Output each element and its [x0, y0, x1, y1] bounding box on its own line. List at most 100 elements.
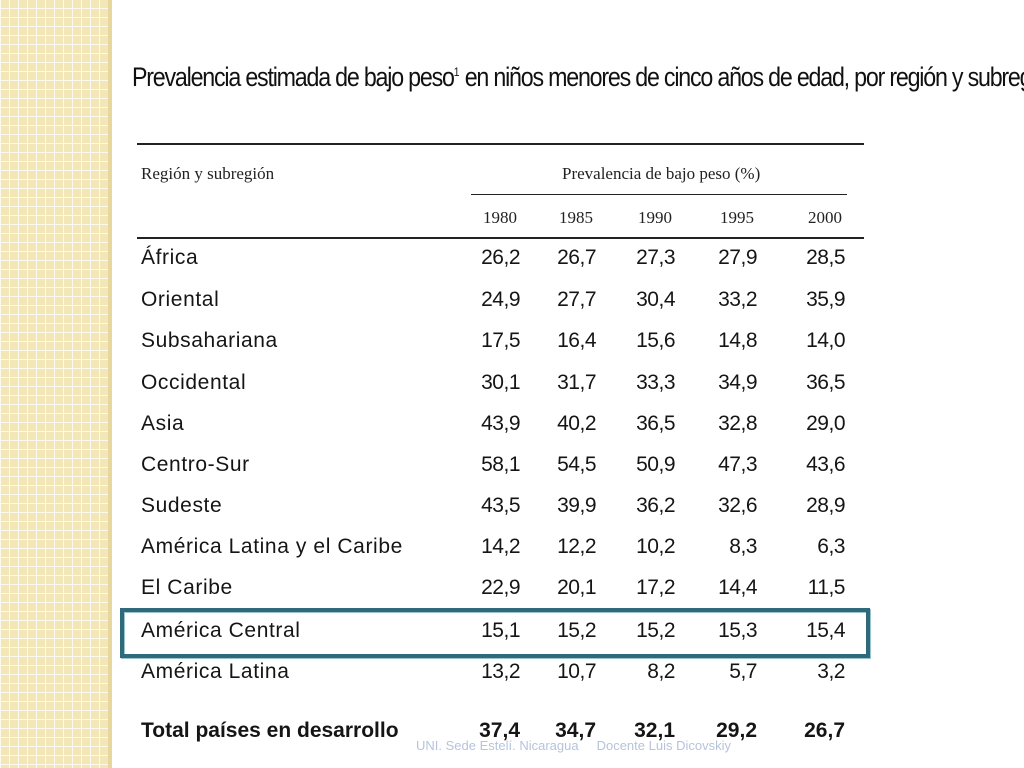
value-cell: 50,9: [636, 453, 675, 476]
value-cell: 47,3: [718, 453, 757, 476]
header-sub-rule: [471, 194, 847, 195]
title-rest: en niños menores de cinco años de edad, …: [459, 62, 1024, 92]
value-cell: 15,2: [636, 619, 675, 642]
table-row: Subsahariana 17,5 16,4 15,6 14,8 14,0: [0, 329, 1024, 367]
region-label: Subsahariana: [141, 329, 278, 352]
value-cell: 12,2: [557, 535, 596, 558]
value-cell: 8,3: [729, 535, 757, 558]
decorative-side-strip: [0, 0, 112, 768]
value-cell: 33,3: [636, 371, 675, 394]
table-row: Asia 43,9 40,2 36,5 32,8 29,0: [0, 412, 1024, 450]
value-cell: 37,4: [479, 719, 520, 742]
value-cell: 16,4: [557, 329, 596, 352]
year-header: 1985: [559, 208, 593, 227]
value-cell: 35,9: [806, 288, 845, 311]
footer: UNI. Sede Estelí. Nicaragua Docente Luis …: [416, 738, 731, 753]
region-label: América Latina y el Caribe: [141, 535, 403, 558]
region-label: Asia: [141, 412, 185, 435]
value-cell: 6,3: [817, 535, 845, 558]
value-cell: 14,8: [718, 329, 757, 352]
value-cell: 15,3: [718, 619, 757, 642]
value-cell: 34,9: [718, 371, 757, 394]
region-label: El Caribe: [141, 576, 233, 599]
value-cell: 15,4: [806, 619, 845, 642]
region-label: América Latina: [141, 660, 290, 683]
value-cell: 15,1: [481, 619, 520, 642]
table-row: Occidental 30,1 31,7 33,3 34,9 36,5: [0, 371, 1024, 409]
table-row: Oriental 24,9 27,7 30,4 33,2 35,9: [0, 288, 1024, 326]
value-cell: 27,9: [718, 246, 757, 269]
value-cell: 39,9: [557, 494, 596, 517]
region-label: África: [141, 246, 199, 269]
title-main: Prevalencia estimada de bajo peso: [132, 62, 455, 92]
year-header: 1995: [720, 208, 754, 227]
highlight-box-america-central: [120, 608, 870, 658]
value-cell: 17,2: [636, 576, 675, 599]
value-cell: 26,2: [481, 246, 520, 269]
value-cell: 24,9: [481, 288, 520, 311]
footer-institution: UNI. Sede Estelí. Nicaragua: [416, 738, 579, 753]
value-cell: 14,4: [718, 576, 757, 599]
value-cell: 22,9: [481, 576, 520, 599]
value-cell: 8,2: [647, 660, 675, 683]
table-row: América Latina y el Caribe 14,2 12,2 10,2 8,…: [0, 535, 1024, 573]
value-cell: 33,2: [718, 288, 757, 311]
value-cell: 20,1: [557, 576, 596, 599]
region-label: América Central: [141, 619, 301, 642]
value-cell: 10,2: [636, 535, 675, 558]
value-cell: 43,9: [481, 412, 520, 435]
table-row: África 26,2 26,7 27,3 27,9 28,5: [0, 246, 1024, 284]
value-cell: 27,3: [636, 246, 675, 269]
value-cell: 36,5: [636, 412, 675, 435]
value-cell: 30,4: [636, 288, 675, 311]
value-cell: 5,7: [729, 660, 757, 683]
value-cell: 31,7: [557, 371, 596, 394]
value-cell: 43,5: [481, 494, 520, 517]
value-cell: 32,6: [718, 494, 757, 517]
value-cell: 10,7: [557, 660, 596, 683]
value-cell: 36,2: [636, 494, 675, 517]
year-header: 1990: [638, 208, 672, 227]
table-total-row: Total países en desarrollo 37,4 34,7 32,1 29…: [0, 719, 1024, 757]
value-cell: 15,6: [636, 329, 675, 352]
footer-author: Docente Luis Dicovskiy: [596, 738, 731, 753]
header-bottom-rule: [137, 237, 864, 239]
title-footnote-mark: 1: [453, 65, 460, 79]
value-cell: 43,6: [806, 453, 845, 476]
value-cell: 30,1: [481, 371, 520, 394]
value-cell: 15,2: [557, 619, 596, 642]
table-row: Sudeste 43,5 39,9 36,2 32,6 28,9: [0, 494, 1024, 532]
table-row: El Caribe 22,9 20,1 17,2 14,4 11,5: [0, 576, 1024, 614]
value-cell: 26,7: [557, 246, 596, 269]
table-row: Centro-Sur 58,1 54,5 50,9 47,3 43,6: [0, 453, 1024, 491]
value-cell: 32,8: [718, 412, 757, 435]
region-label: Total países en desarrollo: [141, 719, 399, 742]
region-label: Oriental: [141, 288, 220, 311]
table-title: Prevalencia estimada de bajo peso1 en ni…: [132, 62, 1024, 93]
region-label: Sudeste: [141, 494, 223, 517]
region-label: Occidental: [141, 371, 247, 394]
value-cell: 28,9: [806, 494, 845, 517]
value-cell: 29,0: [806, 412, 845, 435]
table-row: América Central 15,1 15,2 15,2 15,3 15,4: [0, 619, 1024, 657]
value-cell: 14,2: [481, 535, 520, 558]
value-cell: 34,7: [555, 719, 596, 742]
value-cell: 14,0: [806, 329, 845, 352]
value-cell: 3,2: [817, 660, 845, 683]
value-cell: 28,5: [806, 246, 845, 269]
value-cell: 17,5: [481, 329, 520, 352]
region-label: Centro-Sur: [141, 453, 250, 476]
value-cell: 13,2: [481, 660, 520, 683]
table-row: América Latina 13,2 10,7 8,2 5,7 3,2: [0, 660, 1024, 698]
value-cell: 29,2: [716, 719, 757, 742]
value-cell: 11,5: [807, 576, 846, 599]
value-cell: 27,7: [557, 288, 596, 311]
value-cell: 36,5: [806, 371, 845, 394]
header-prevalence: Prevalencia de bajo peso (%): [562, 164, 761, 183]
value-cell: 32,1: [634, 719, 675, 742]
value-cell: 26,7: [804, 719, 845, 742]
year-header: 1980: [483, 208, 517, 227]
value-cell: 54,5: [557, 453, 596, 476]
header-region: Región y subregión: [141, 164, 275, 183]
table-top-rule: [137, 143, 864, 145]
